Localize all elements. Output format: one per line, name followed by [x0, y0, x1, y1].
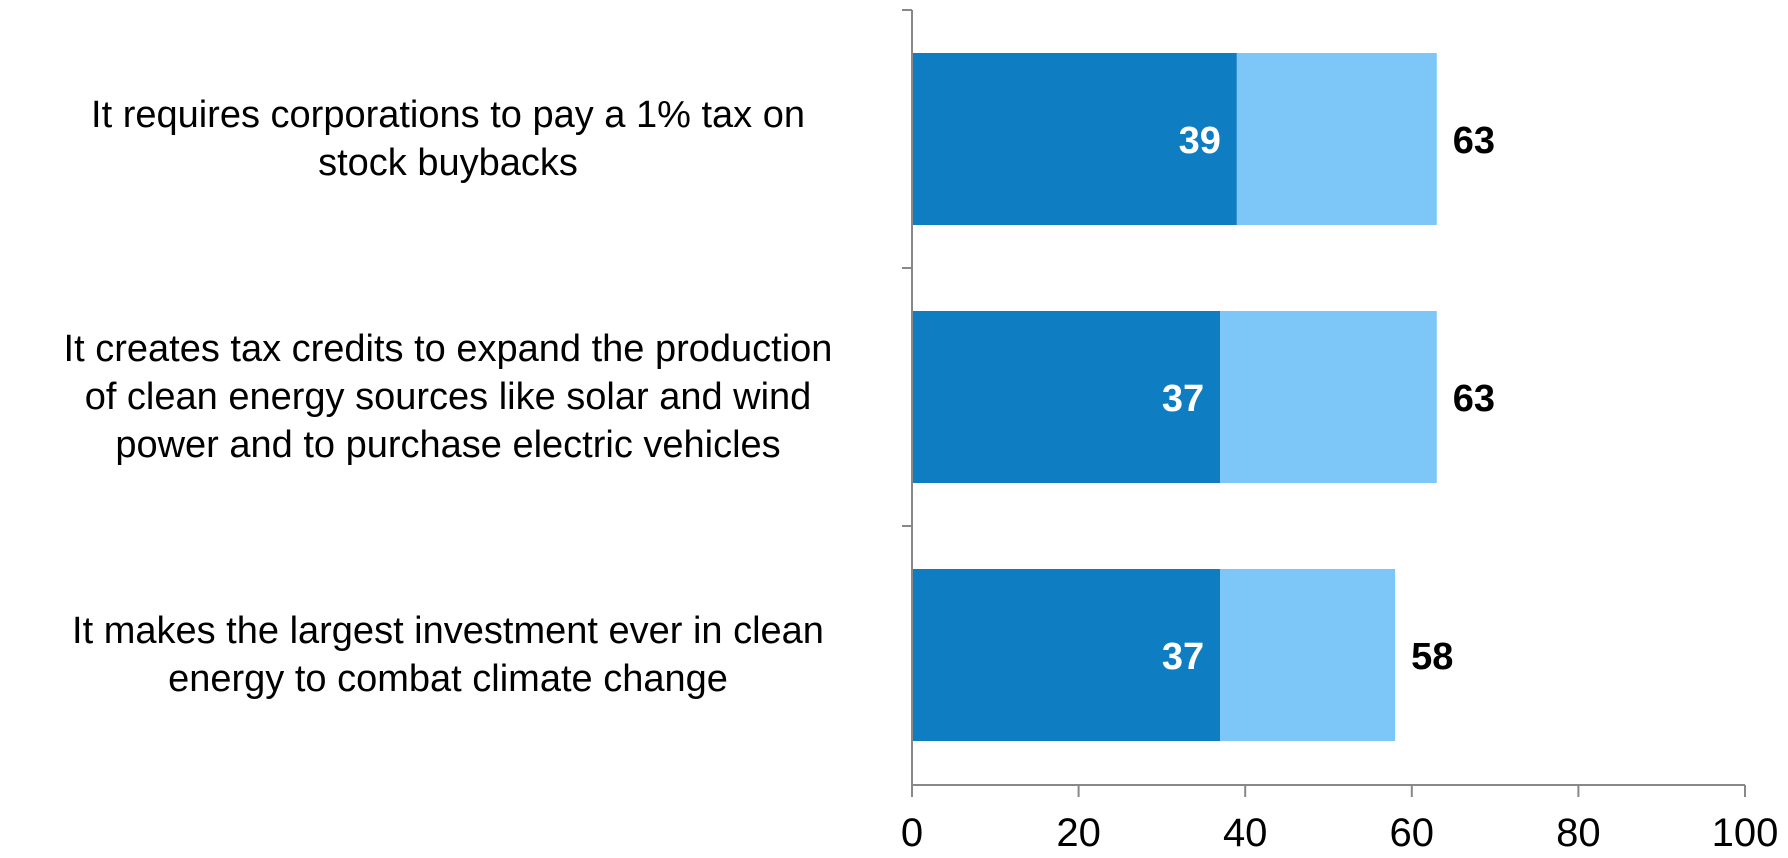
x-tick-label: 60	[1390, 811, 1435, 853]
x-tick-label: 80	[1556, 811, 1601, 853]
category-label: It makes the largest investment ever in …	[72, 610, 824, 700]
bar-segment	[1220, 569, 1396, 741]
bar-inner-label: 37	[1162, 378, 1204, 420]
bar-segment	[912, 53, 1237, 225]
bar-inner-label: 39	[1179, 120, 1221, 162]
bar-segment	[912, 311, 1221, 483]
x-tick-label: 20	[1056, 811, 1101, 853]
bar-segment	[1236, 53, 1437, 225]
x-tick-label: 0	[901, 811, 923, 853]
category-label: It creates tax credits to expand the pro…	[63, 328, 833, 466]
bar-total-label: 58	[1411, 636, 1453, 678]
x-tick-label: 40	[1223, 811, 1268, 853]
bar-segment	[1220, 311, 1437, 483]
bar-segment	[912, 569, 1221, 741]
bar-total-label: 63	[1453, 120, 1495, 162]
bar-inner-label: 37	[1162, 636, 1204, 678]
category-label: It requires corporations to pay a 1% tax…	[91, 94, 805, 184]
bar-total-label: 63	[1453, 378, 1495, 420]
x-tick-label: 100	[1712, 811, 1779, 853]
